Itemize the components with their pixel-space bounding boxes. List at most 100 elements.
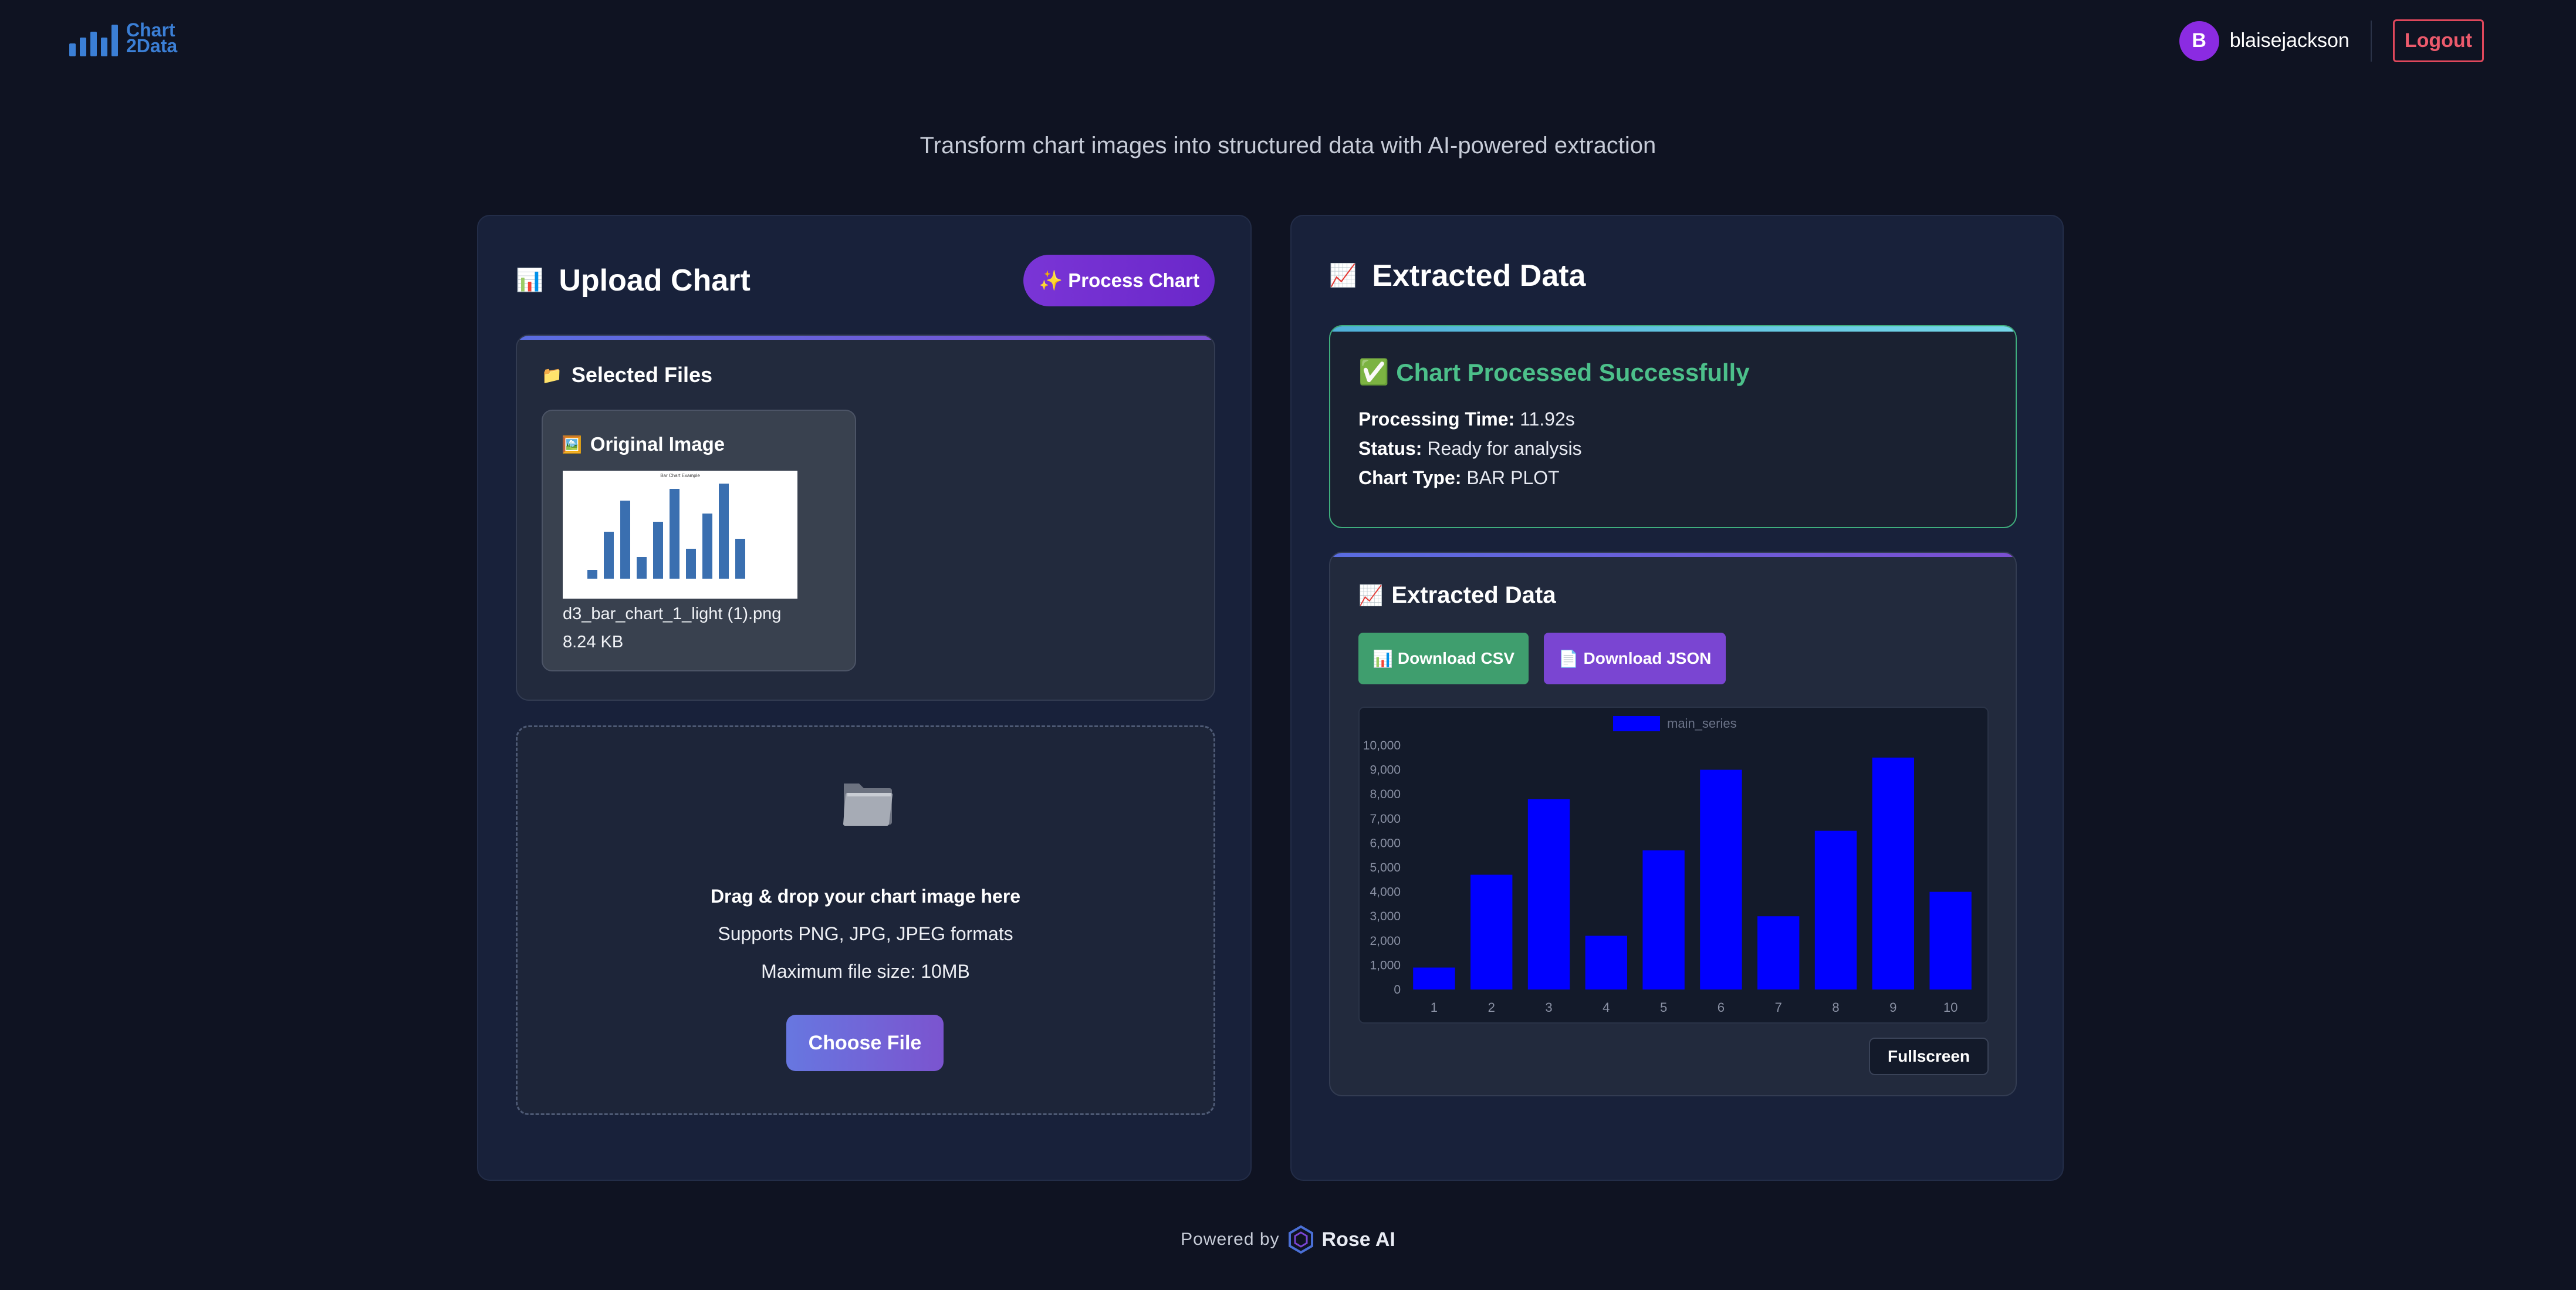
bar: [1814, 830, 1857, 990]
extracted-accent-line: [1330, 553, 2016, 557]
drop-max-size: Maximum file size: 10MB: [761, 961, 970, 982]
chart-type-value: BAR PLOT: [1466, 467, 1560, 488]
thumbnail-bar: [735, 539, 745, 579]
trend-chart-icon: 📈: [1358, 584, 1384, 607]
y-tick-label: 3,000: [1370, 910, 1401, 923]
bar: [1929, 891, 1972, 990]
thumbnail-bar: [587, 570, 597, 579]
x-tick-label: 5: [1660, 1000, 1667, 1015]
extracted-header: 📈 Extracted Data: [1358, 582, 1556, 609]
folder-icon: [843, 784, 893, 826]
download-csv-button[interactable]: 📊 Download CSV: [1358, 633, 1529, 684]
thumbnail-bar: [670, 489, 680, 579]
drop-zone[interactable]: Drag & drop your chart image here Suppor…: [516, 725, 1215, 1115]
bar: [1757, 916, 1800, 990]
bar: [1700, 769, 1742, 990]
download-json-label: Download JSON: [1583, 649, 1712, 667]
status-card: ✅ Chart Processed Successfully Processin…: [1329, 325, 2017, 528]
thumbnail-bar: [686, 549, 696, 579]
status-row: Status: Ready for analysis: [1358, 438, 1582, 460]
fullscreen-button[interactable]: Fullscreen: [1869, 1038, 1989, 1075]
status-value: Ready for analysis: [1427, 438, 1582, 459]
status-label: Status:: [1358, 438, 1422, 459]
process-chart-button[interactable]: ✨ Process Chart: [1023, 255, 1215, 306]
chart-thumbnail[interactable]: Bar Chart Example: [563, 471, 797, 599]
x-tick-label: 1: [1431, 1000, 1438, 1015]
file-size: 8.24 KB: [563, 633, 624, 651]
y-tick-label: 5,000: [1370, 861, 1401, 874]
user-area: B blaisejackson Logout: [2179, 19, 2484, 62]
drop-title: Drag & drop your chart image here: [710, 886, 1021, 907]
selected-files-title: Selected Files: [571, 363, 712, 387]
y-tick-label: 4,000: [1370, 886, 1401, 899]
rose-ai-logo-icon: [1288, 1225, 1313, 1254]
document-icon: 📄: [1558, 649, 1579, 668]
thumbnail-title: Bar Chart Example: [660, 473, 700, 478]
original-image-header: 🖼️ Original Image: [562, 433, 725, 455]
footer: Powered by Rose AI: [0, 1225, 2576, 1254]
bar-chart-icon: 📊: [516, 268, 544, 293]
upload-panel: 📊 Upload Chart ✨ Process Chart 📁 Selecte…: [477, 215, 1252, 1181]
x-tick-label: 8: [1832, 1000, 1839, 1015]
download-csv-label: Download CSV: [1397, 649, 1515, 667]
y-tick-label: 6,000: [1370, 836, 1401, 850]
header-divider: [2370, 20, 2372, 62]
original-image-card[interactable]: 🖼️ Original Image Bar Chart Example d3_b…: [542, 410, 856, 671]
selected-files-header: 📁 Selected Files: [542, 363, 712, 387]
processing-time-row: Processing Time: 11.92s: [1358, 408, 1575, 430]
y-tick-label: 7,000: [1370, 812, 1401, 826]
picture-icon: 🖼️: [562, 435, 582, 454]
extracted-chart[interactable]: main_series 0 1,000 2,000 3,000 4,000 5,000 6,0…: [1358, 707, 1989, 1024]
chart-type-label: Chart Type:: [1358, 467, 1462, 488]
extracted-data-card: 📈 Extracted Data 📊 Download CSV 📄 Downlo…: [1329, 552, 2017, 1096]
x-tick-label: 10: [1943, 1000, 1958, 1015]
bar: [1413, 967, 1455, 990]
trend-chart-icon: 📈: [1329, 264, 1357, 288]
legend-label: main_series: [1667, 716, 1737, 731]
x-tick-label: 7: [1775, 1000, 1782, 1015]
thumbnail-bar: [637, 557, 647, 579]
upload-title: Upload Chart: [559, 264, 751, 298]
x-tick-label: 9: [1889, 1000, 1896, 1015]
check-mark-icon: ✅: [1358, 358, 1390, 386]
upload-header: 📊 Upload Chart: [516, 263, 751, 298]
page-tagline: Transform chart images into structured d…: [919, 133, 1657, 158]
bar: [1470, 874, 1513, 990]
thumbnail-bar: [719, 484, 729, 579]
logo-bars-icon: [69, 22, 118, 56]
x-tick-label: 6: [1718, 1000, 1725, 1015]
bar: [1527, 799, 1570, 990]
original-image-title: Original Image: [590, 433, 725, 455]
thumbnail-bar: [604, 532, 614, 579]
thumbnail-bar: [620, 501, 630, 579]
logout-button[interactable]: Logout: [2392, 19, 2484, 62]
drop-formats: Supports PNG, JPG, JPEG formats: [718, 923, 1013, 944]
thumbnail-bar: [702, 514, 712, 579]
folder-icon: 📁: [542, 366, 562, 384]
thumbnail-bar: [653, 522, 663, 579]
y-tick-label: 10,000: [1363, 739, 1401, 752]
top-bar: Chart 2Data B blaisejackson Logout: [0, 0, 2576, 88]
extracted-title: Extracted Data: [1391, 582, 1556, 608]
app-logo[interactable]: Chart 2Data: [69, 19, 178, 56]
status-title: Chart Processed Successfully: [1396, 358, 1750, 386]
status-header: ✅ Chart Processed Successfully: [1358, 358, 1750, 387]
chart-type-row: Chart Type: BAR PLOT: [1358, 467, 1560, 489]
legend-swatch: [1613, 716, 1660, 731]
avatar[interactable]: B: [2179, 21, 2219, 61]
rose-ai-brand[interactable]: Rose AI: [1321, 1228, 1395, 1251]
logo-line-1: Chart: [126, 19, 175, 40]
x-tick-label: 2: [1488, 1000, 1495, 1015]
y-tick-label: 2,000: [1370, 934, 1401, 948]
bar: [1585, 936, 1627, 990]
y-tick-label: 8,000: [1370, 788, 1401, 801]
logo-line-2: 2Data: [126, 35, 178, 56]
results-panel: 📈 Extracted Data ✅ Chart Processed Succe…: [1290, 215, 2064, 1181]
status-accent-line: [1330, 326, 2016, 332]
results-title: Extracted Data: [1372, 259, 1586, 293]
card-accent-line: [517, 336, 1214, 340]
logo-text: Chart 2Data: [126, 19, 178, 56]
download-json-button[interactable]: 📄 Download JSON: [1544, 633, 1726, 684]
processing-time-value: 11.92s: [1520, 408, 1575, 430]
choose-file-button[interactable]: Choose File: [786, 1015, 944, 1071]
